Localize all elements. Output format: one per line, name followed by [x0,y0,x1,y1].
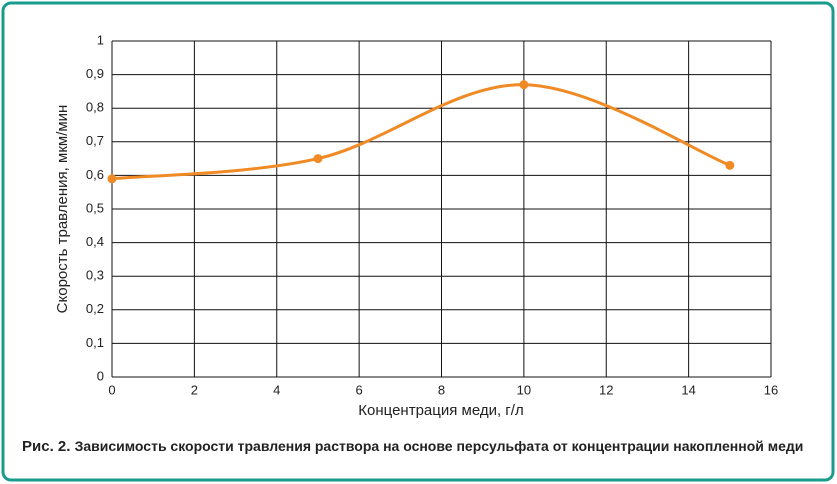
y-tick-label: 0 [97,368,104,383]
y-tick-label: 1 [97,32,104,47]
y-tick-label: 0,6 [86,167,104,182]
y-tick-label: 0,4 [86,234,104,249]
y-tick-label: 0,7 [86,133,104,148]
point [725,160,735,170]
y-tick-label: 0,2 [86,301,104,316]
x-tick-label: 2 [191,382,198,397]
caption-text: Зависимость скорости травления раствора … [75,438,804,454]
caption: Рис. 2. Зависимость скорости травления р… [22,438,803,455]
y-axis-label: Скорость травления, мкм/мин [54,105,71,314]
y-tick-label: 0,1 [86,335,104,350]
point [519,80,529,90]
point [313,154,323,164]
y-tick-label: 0,8 [86,100,104,115]
x-tick-label: 10 [517,382,531,397]
line [111,83,731,181]
x-tick-label: 4 [273,382,280,397]
x-tick-label: 6 [356,382,363,397]
x-tick-label: 12 [599,382,613,397]
y-tick-label: 0,5 [86,200,104,215]
y-tick-label: 0,3 [86,268,104,283]
x-tick-label: 14 [681,382,695,397]
point [107,174,117,184]
x-tick-label: 8 [438,382,445,397]
x-tick-label: 0 [108,382,115,397]
y-tick-label: 0,9 [86,66,104,81]
figure-label: Рис. 2. [22,438,70,455]
x-axis-label: Концентрация меди, г/л [358,402,523,419]
x-tick-label: 16 [764,382,778,397]
